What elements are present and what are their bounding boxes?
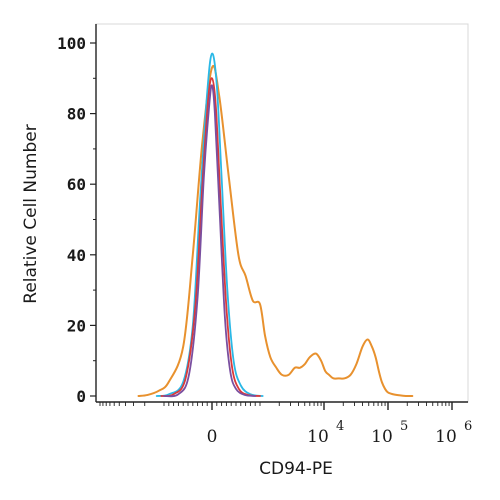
histogram-line-1: [137, 64, 414, 398]
x-tick-label: 10: [307, 427, 329, 447]
x-tick-label: 10: [435, 427, 457, 447]
x-axis-title: CD94-PE: [259, 459, 333, 479]
y-tick-label: 20: [67, 316, 86, 335]
plot-area: [95, 23, 469, 403]
y-tick-label: 40: [67, 246, 86, 265]
x-tick-label: 10: [371, 427, 393, 447]
y-tick-label: 0: [76, 387, 86, 406]
y-tick-label: 80: [67, 105, 86, 124]
histogram-series: [137, 52, 414, 398]
y-axis-ticks: 0 20 40 60 80 100: [57, 34, 96, 406]
histogram-line-3: [160, 77, 261, 398]
y-tick-label: 60: [67, 175, 86, 194]
x-axis-ticks: 0 10 4 10 5 10 6: [99, 402, 472, 447]
x-tick-exponent: 4: [336, 419, 344, 434]
x-tick-label: 0: [207, 427, 218, 447]
y-axis-title: Relative Cell Number: [21, 124, 41, 303]
plot-frame: [95, 23, 469, 403]
x-tick-exponent: 6: [464, 419, 472, 434]
y-tick-label: 100: [57, 34, 86, 53]
x-tick-exponent: 5: [400, 419, 408, 434]
histogram-line-4: [163, 84, 257, 398]
